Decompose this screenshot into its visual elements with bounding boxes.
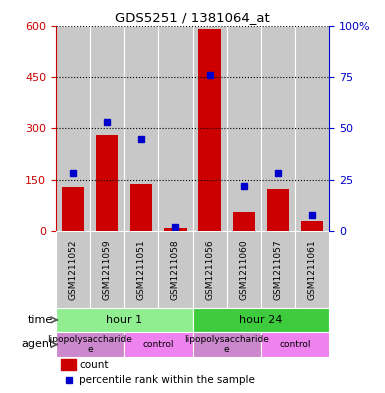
- Text: time: time: [28, 315, 54, 325]
- Text: GSM1211057: GSM1211057: [273, 239, 283, 300]
- Text: count: count: [79, 360, 109, 369]
- Text: lipopolysaccharide
e: lipopolysaccharide e: [184, 335, 269, 354]
- Bar: [261, 332, 329, 357]
- Text: hour 1: hour 1: [106, 315, 142, 325]
- Text: percentile rank within the sample: percentile rank within the sample: [79, 375, 255, 385]
- Bar: [56, 332, 124, 357]
- Bar: [261, 231, 295, 308]
- Text: GSM1211060: GSM1211060: [239, 239, 248, 300]
- Bar: [192, 26, 227, 231]
- Bar: [233, 212, 255, 231]
- Bar: [90, 231, 124, 308]
- Bar: [61, 359, 76, 370]
- Bar: [62, 187, 84, 231]
- Bar: [192, 231, 227, 308]
- Bar: [158, 231, 192, 308]
- Bar: [261, 26, 295, 231]
- Text: GSM1211059: GSM1211059: [102, 239, 112, 300]
- Text: control: control: [142, 340, 174, 349]
- Text: GSM1211058: GSM1211058: [171, 239, 180, 300]
- Bar: [295, 26, 329, 231]
- Bar: [124, 231, 158, 308]
- Bar: [56, 308, 192, 332]
- Text: agent: agent: [21, 340, 54, 349]
- Bar: [130, 184, 152, 231]
- Bar: [199, 29, 221, 231]
- Bar: [301, 221, 323, 231]
- Text: control: control: [279, 340, 311, 349]
- Text: GSM1211052: GSM1211052: [69, 239, 77, 300]
- Bar: [56, 26, 90, 231]
- Bar: [295, 231, 329, 308]
- Bar: [164, 228, 186, 231]
- Bar: [56, 231, 90, 308]
- Bar: [90, 26, 124, 231]
- Text: GSM1211056: GSM1211056: [205, 239, 214, 300]
- Title: GDS5251 / 1381064_at: GDS5251 / 1381064_at: [115, 11, 270, 24]
- Bar: [124, 26, 158, 231]
- Text: GSM1211061: GSM1211061: [308, 239, 316, 300]
- Bar: [96, 135, 118, 231]
- Bar: [158, 26, 192, 231]
- Bar: [267, 189, 289, 231]
- Bar: [227, 231, 261, 308]
- Text: lipopolysaccharide
e: lipopolysaccharide e: [48, 335, 132, 354]
- Text: GSM1211051: GSM1211051: [137, 239, 146, 300]
- Bar: [124, 332, 192, 357]
- Bar: [192, 332, 261, 357]
- Text: hour 24: hour 24: [239, 315, 283, 325]
- Bar: [192, 308, 329, 332]
- Bar: [227, 26, 261, 231]
